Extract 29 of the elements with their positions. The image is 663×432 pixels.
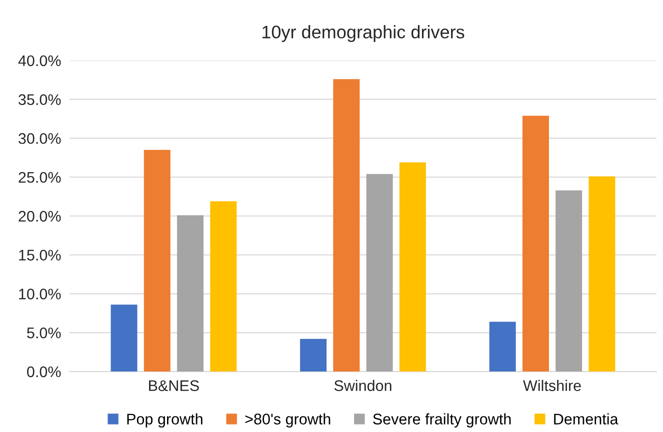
legend-label: Dementia bbox=[554, 413, 618, 424]
x-tick-label: Swindon bbox=[334, 380, 392, 392]
bar bbox=[110, 304, 138, 372]
bar bbox=[588, 176, 616, 372]
bar bbox=[399, 162, 426, 372]
y-tick-label: 15.0% bbox=[19, 250, 61, 261]
y-tick-label: 30.0% bbox=[18, 133, 61, 144]
y-tick-label: 40.0% bbox=[18, 55, 61, 66]
bar bbox=[210, 201, 237, 372]
bar bbox=[300, 338, 327, 372]
x-tick-label: Wiltshire bbox=[523, 380, 581, 392]
y-tick-label: 25.0% bbox=[18, 172, 61, 183]
legend-label: >80's growth bbox=[245, 413, 330, 428]
x-tick-label: B&NES bbox=[149, 380, 199, 392]
bar bbox=[366, 174, 393, 372]
chart-title: 10yr demographic drivers bbox=[262, 25, 464, 42]
legend-label: Pop growth bbox=[127, 413, 202, 428]
bar bbox=[333, 79, 360, 372]
y-tick-label: 20.0% bbox=[18, 210, 61, 222]
bar bbox=[144, 150, 170, 372]
bar bbox=[556, 190, 582, 372]
y-tick-label: 10.0% bbox=[19, 288, 61, 300]
legend-label: Severe frailty growth bbox=[373, 413, 511, 428]
bar bbox=[522, 116, 549, 372]
y-tick-label: 5.0% bbox=[27, 328, 61, 338]
y-tick-label: 35.0% bbox=[18, 94, 61, 106]
bar bbox=[177, 215, 204, 372]
y-tick-label: 0.0% bbox=[27, 366, 61, 378]
bar bbox=[489, 322, 516, 372]
